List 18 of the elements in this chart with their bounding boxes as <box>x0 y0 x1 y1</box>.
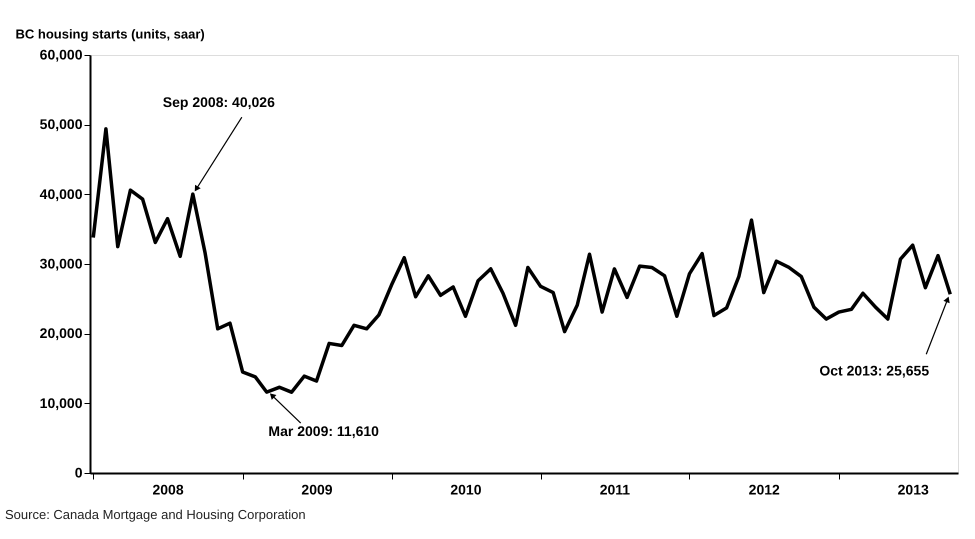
x-tick-label: 2008 <box>152 482 184 498</box>
annotation: Sep 2008: 40,026 <box>162 94 276 110</box>
x-tick-label: 2010 <box>450 482 482 498</box>
y-tick-label: 50,000 <box>40 116 83 132</box>
annotation: Oct 2013: 25,655 <box>819 362 930 378</box>
x-tick-label: 2012 <box>748 482 780 498</box>
x-tick-label: 2013 <box>898 482 929 498</box>
x-tick-label: 2009 <box>301 482 333 498</box>
y-tick-label: 20,000 <box>40 325 83 342</box>
y-tick-label: 10,000 <box>40 394 83 411</box>
y-tick-label: 0 <box>74 464 83 480</box>
source-note: Source: Canada Mortgage and Housing Corporation <box>5 507 306 522</box>
y-tick-label: 30,000 <box>40 256 83 272</box>
y-tick-label: 60,000 <box>40 46 83 62</box>
y-tick-label: 40,000 <box>40 186 83 202</box>
y-axis-title: BC housing starts (units, saar) <box>16 26 205 42</box>
annotation: Mar 2009: 11,610 <box>268 423 380 440</box>
x-tick-label: 2011 <box>600 482 630 498</box>
